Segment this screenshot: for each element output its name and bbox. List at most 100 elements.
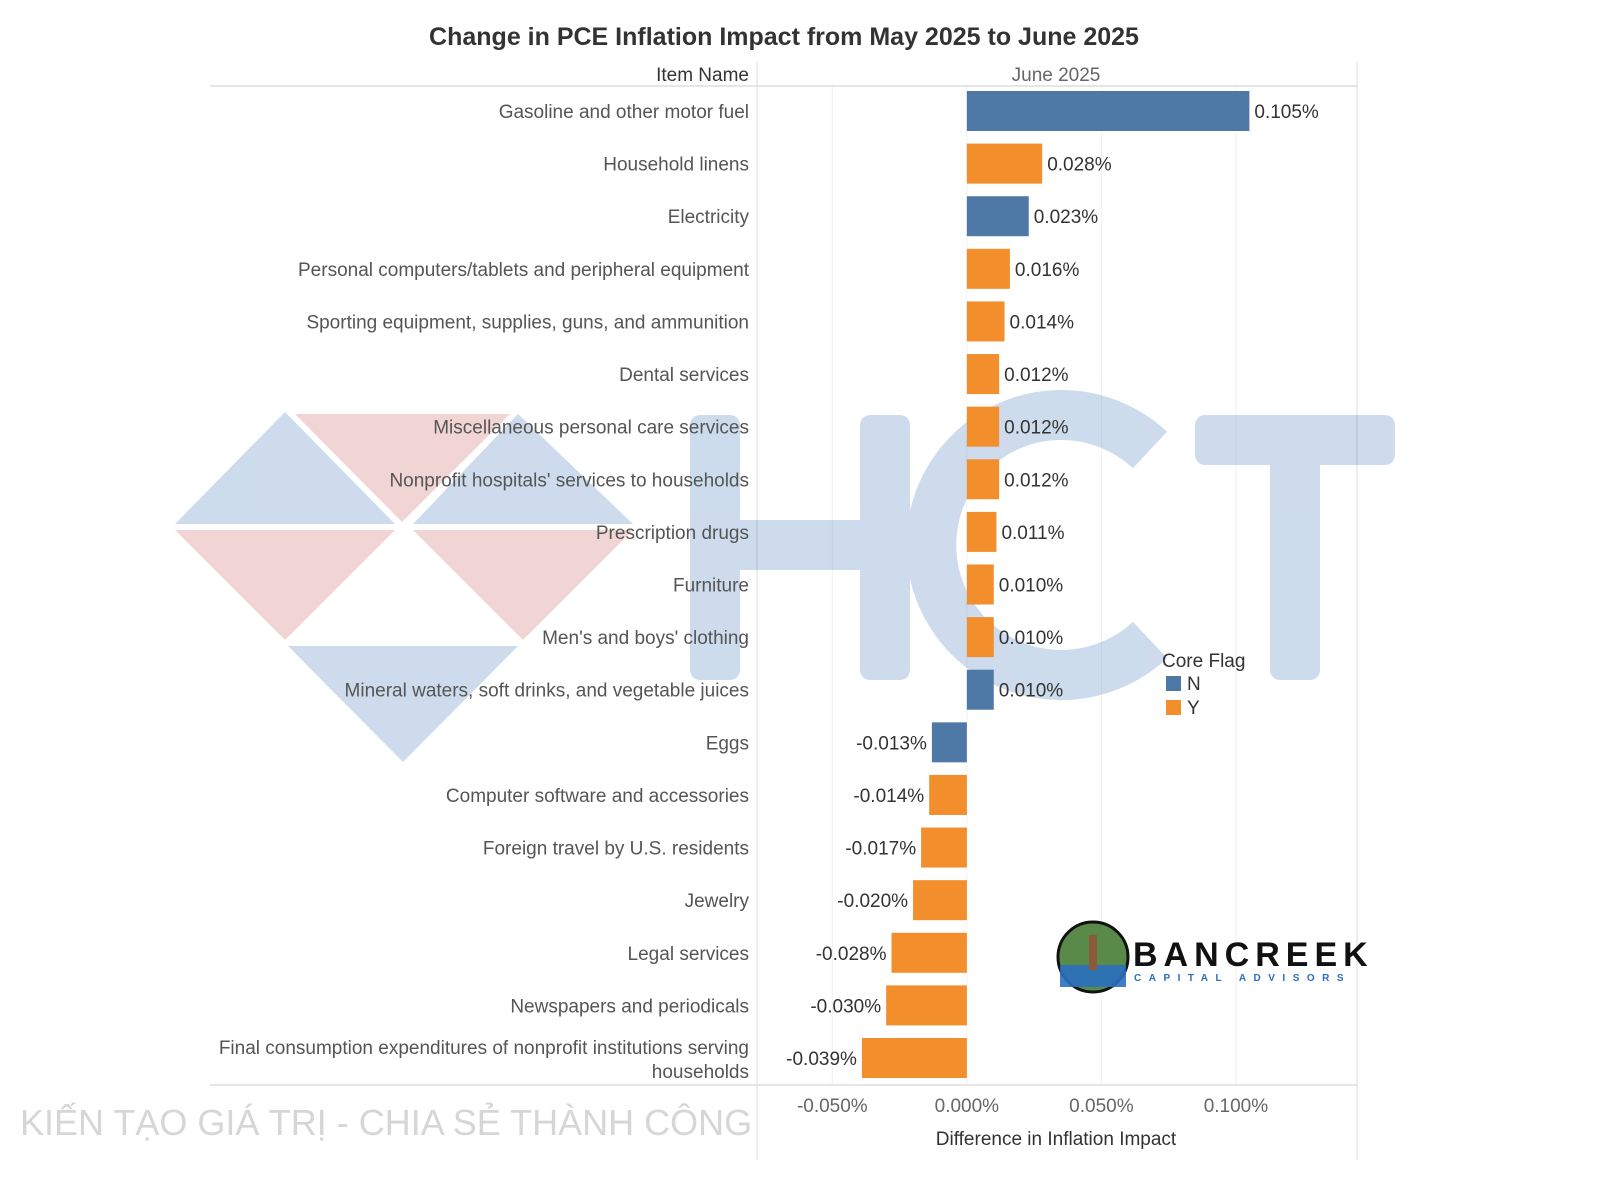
bar-row: Sporting equipment, supplies, guns, and … bbox=[306, 301, 1075, 342]
watermark-letter-c bbox=[906, 390, 1168, 700]
data-label: 0.028% bbox=[1047, 155, 1112, 176]
bar-row: Jewelry -0.020% bbox=[685, 880, 967, 921]
watermark-letter-h bbox=[690, 520, 910, 570]
chart-title: Change in PCE Inflation Impact from May … bbox=[429, 23, 1139, 51]
category-label: Furniture bbox=[673, 576, 749, 597]
data-label: 0.023% bbox=[1034, 207, 1099, 228]
category-label: Legal services bbox=[628, 944, 749, 965]
bar-row: Gasoline and other motor fuel 0.105% bbox=[499, 91, 1319, 131]
category-label: Electricity bbox=[668, 207, 750, 228]
logo-name: BANCREEK bbox=[1133, 936, 1374, 974]
watermark-letter-h bbox=[860, 415, 910, 680]
bar-row: Computer software and accessories -0.014% bbox=[446, 774, 967, 815]
category-label: Men's and boys' clothing bbox=[542, 628, 749, 649]
bar bbox=[966, 564, 994, 605]
x-tick-label: 0.100% bbox=[1204, 1096, 1269, 1117]
category-label-line: households bbox=[652, 1062, 749, 1083]
category-label: Sporting equipment, supplies, guns, and … bbox=[306, 312, 749, 333]
legend-label-n: N bbox=[1187, 674, 1201, 695]
bar bbox=[891, 932, 967, 973]
category-label: Foreign travel by U.S. residents bbox=[483, 839, 749, 860]
bar bbox=[929, 774, 967, 815]
watermark-tagline: KIẾN TẠO GIÁ TRỊ - CHIA SẺ THÀNH CÔNG bbox=[20, 1102, 752, 1143]
bar bbox=[966, 617, 994, 658]
data-label: 0.012% bbox=[1004, 365, 1069, 386]
data-label: -0.028% bbox=[816, 944, 887, 965]
bar-row: Dental services 0.012% bbox=[619, 354, 1069, 395]
x-tick-label: -0.050% bbox=[797, 1096, 868, 1117]
bar bbox=[886, 985, 967, 1026]
watermark-letter-t bbox=[1195, 415, 1395, 465]
data-label: 0.016% bbox=[1015, 260, 1080, 281]
bar bbox=[913, 880, 967, 921]
bar-row: Mineral waters, soft drinks, and vegetab… bbox=[345, 669, 1063, 710]
bar bbox=[931, 722, 967, 763]
data-label: 0.012% bbox=[1004, 470, 1069, 491]
watermark-triangle bbox=[413, 414, 633, 524]
watermark-triangle bbox=[288, 646, 518, 762]
bar bbox=[861, 1038, 967, 1078]
watermark-triangle bbox=[295, 414, 510, 522]
watermark-triangle bbox=[175, 412, 395, 524]
bar-row: Furniture 0.010% bbox=[673, 564, 1064, 605]
legend-swatch-y bbox=[1166, 700, 1181, 715]
category-label-line: Final consumption expenditures of nonpro… bbox=[219, 1038, 749, 1059]
data-label: -0.020% bbox=[837, 891, 908, 912]
data-label: 0.010% bbox=[999, 576, 1064, 597]
bar bbox=[966, 91, 1250, 131]
x-ticks: -0.050% 0.000% 0.050% 0.100% bbox=[797, 1096, 1268, 1117]
bars: Gasoline and other motor fuel 0.105% House… bbox=[219, 91, 1319, 1083]
bar-row: Foreign travel by U.S. residents -0.017% bbox=[483, 827, 967, 868]
bar-row: Final consumption expenditures of nonpro… bbox=[219, 1038, 967, 1083]
x-tick-label: 0.000% bbox=[935, 1096, 1000, 1117]
bar-row: Newspapers and periodicals -0.030% bbox=[510, 985, 967, 1026]
category-label: Prescription drugs bbox=[596, 523, 749, 544]
category-label: Gasoline and other motor fuel bbox=[499, 102, 749, 123]
bar-row: Personal computers/tablets and periphera… bbox=[298, 248, 1080, 289]
logo-water bbox=[1060, 965, 1126, 987]
bar bbox=[966, 354, 1000, 395]
logo-subtitle: CAPITAL ADVISORS bbox=[1134, 973, 1351, 984]
category-label: Eggs bbox=[706, 733, 749, 754]
row-header: Item Name bbox=[656, 65, 749, 86]
bar-row: Men's and boys' clothing 0.010% bbox=[542, 617, 1064, 658]
bar-row: Miscellaneous personal care services 0.01… bbox=[433, 406, 1069, 447]
category-label: Household linens bbox=[603, 155, 749, 176]
category-label: Mineral waters, soft drinks, and vegetab… bbox=[345, 681, 749, 702]
bar-row: Household linens 0.028% bbox=[603, 143, 1112, 184]
logo-trunk bbox=[1089, 935, 1097, 970]
x-tick-label: 0.050% bbox=[1069, 1096, 1134, 1117]
bancreek-logo: BANCREEK CAPITAL ADVISORS bbox=[1056, 920, 1374, 994]
x-axis-label: Difference in Inflation Impact bbox=[936, 1129, 1177, 1150]
category-label: Newspapers and periodicals bbox=[510, 996, 749, 1017]
watermark-triangle bbox=[175, 530, 395, 640]
data-label: -0.017% bbox=[845, 839, 916, 860]
legend-title: Core Flag bbox=[1162, 651, 1245, 672]
bar bbox=[966, 248, 1010, 289]
watermark-letter-t bbox=[1270, 415, 1320, 680]
hct-watermark bbox=[175, 390, 1395, 762]
bar-row: Legal services -0.028% bbox=[628, 932, 967, 973]
category-label: Nonprofit hospitals' services to househo… bbox=[389, 470, 749, 491]
category-label: Dental services bbox=[619, 365, 749, 386]
data-label: 0.010% bbox=[999, 628, 1064, 649]
bar bbox=[966, 301, 1005, 342]
data-label: 0.011% bbox=[1001, 523, 1064, 544]
legend-label-y: Y bbox=[1187, 698, 1200, 719]
data-label: 0.105% bbox=[1254, 102, 1319, 123]
category-label: Final consumption expenditures of nonpro… bbox=[219, 1038, 749, 1083]
bar bbox=[966, 669, 994, 710]
bar-row: Nonprofit hospitals' services to househo… bbox=[389, 459, 1069, 500]
data-label: -0.039% bbox=[786, 1049, 857, 1070]
data-label: 0.012% bbox=[1004, 418, 1069, 439]
bar bbox=[966, 143, 1043, 184]
legend-swatch-n bbox=[1166, 676, 1181, 691]
category-label: Personal computers/tablets and periphera… bbox=[298, 260, 750, 281]
data-label: -0.030% bbox=[810, 996, 881, 1017]
data-label: -0.014% bbox=[853, 786, 924, 807]
data-label: -0.013% bbox=[856, 733, 927, 754]
watermark-triangle bbox=[413, 530, 633, 640]
data-label: 0.014% bbox=[1010, 312, 1075, 333]
category-label: Miscellaneous personal care services bbox=[433, 418, 749, 439]
bar-row: Eggs -0.013% bbox=[706, 722, 967, 763]
